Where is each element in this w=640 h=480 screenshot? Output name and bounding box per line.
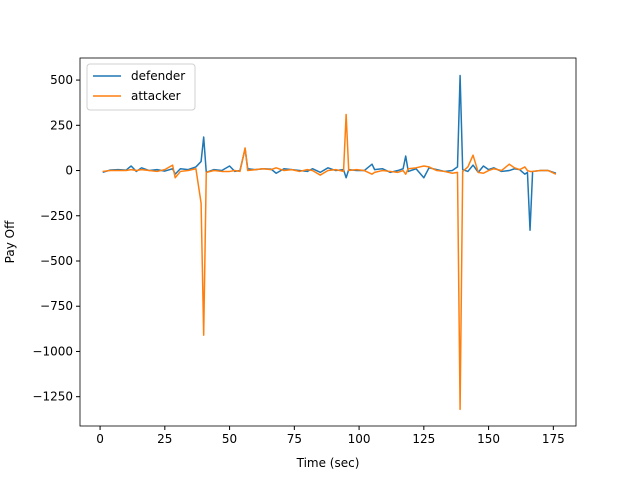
y-tick-label: 0 [65, 164, 73, 178]
x-tick-label: 100 [348, 432, 371, 446]
x-tick-label: 75 [287, 432, 302, 446]
y-tick-label: 250 [50, 118, 73, 132]
legend: defender attacker [86, 63, 196, 111]
legend-label: attacker [131, 89, 181, 103]
x-tick-label: 150 [477, 432, 500, 446]
x-tick-label: 125 [412, 432, 435, 446]
x-tick-label: 175 [542, 432, 565, 446]
plot-frame [79, 57, 577, 427]
line-series [102, 113, 557, 411]
x-tick-label: 25 [157, 432, 172, 446]
x-tick-label: 50 [222, 432, 237, 446]
y-tick-label: −1250 [32, 390, 73, 404]
legend-label: defender [131, 69, 185, 83]
x-tick-label: 0 [96, 432, 104, 446]
line-series [102, 74, 557, 231]
y-axis-label: Pay Off [3, 220, 17, 263]
y-tick-label: −500 [40, 254, 73, 268]
y-tick-label: 500 [50, 73, 73, 87]
x-axis-label: Time (sec) [296, 456, 360, 470]
y-tick-label: −1000 [32, 344, 73, 358]
y-tick-label: −750 [40, 299, 73, 313]
y-tick-label: −250 [40, 209, 73, 223]
